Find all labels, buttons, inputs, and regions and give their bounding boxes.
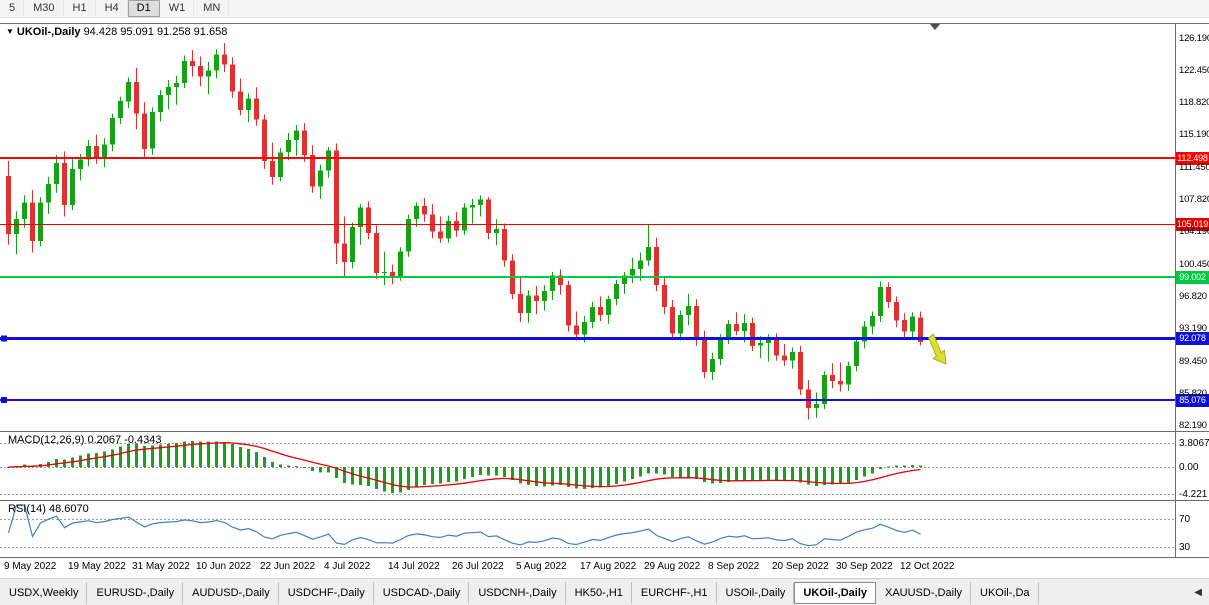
price-tag: 105.019 (1176, 218, 1209, 231)
price-axis-label: 104.190 (1179, 226, 1209, 237)
chart-objects (927, 24, 947, 365)
period-button-mn[interactable]: MN (194, 0, 230, 17)
tab-ukoil-da[interactable]: UKOil-,Da (971, 581, 1039, 604)
date-axis-label: 4 Jul 2022 (324, 561, 371, 572)
tab-usdx-weekly[interactable]: USDX,Weekly (0, 581, 88, 604)
price-tag: 92.078 (1176, 332, 1209, 345)
rsi-level-label: 30 (1179, 541, 1191, 553)
tab-scroll-left-button[interactable]: ◀ (1194, 587, 1202, 598)
chart-symbol-label: UKOil-,Daily (16, 26, 81, 38)
macd-axis-label: 0.00 (1179, 461, 1199, 473)
price-tag: 99.002 (1176, 270, 1209, 284)
date-axis-label: 30 Sep 2022 (836, 561, 893, 572)
period-button-m30[interactable]: M30 (24, 0, 64, 17)
price-axis-label: 89.450 (1179, 355, 1207, 367)
horizontal-lines (0, 157, 1175, 403)
rsi-level-label: 70 (1179, 513, 1191, 525)
price-axis-label: 115.190 (1179, 129, 1209, 141)
macd-pane (0, 441, 1175, 495)
period-button-w1[interactable]: W1 (160, 0, 195, 17)
macd-axis-label: 3.8067 (1179, 437, 1209, 449)
tab-usdcnh-daily[interactable]: USDCNH-,Daily (469, 581, 566, 604)
rsi-line (7, 504, 921, 547)
macd-indicator-label: MACD(12,26,9) 0.2067 -0.4343 (8, 434, 162, 446)
date-axis-label: 22 Jun 2022 (260, 561, 316, 572)
down-arrow-object[interactable] (927, 333, 947, 365)
date-axis-label: 9 May 2022 (4, 561, 57, 572)
price-tag: 85.076 (1176, 393, 1209, 407)
tab-eurusd-daily[interactable]: EURUSD-,Daily (87, 581, 184, 604)
tab-usdchf-daily[interactable]: USDCHF-,Daily (279, 581, 374, 604)
date-axis-label: 19 May 2022 (68, 561, 126, 572)
date-axis-label: 17 Aug 2022 (580, 561, 637, 572)
period-button-d1[interactable]: D1 (127, 0, 160, 17)
price-tag: 112.498 (1176, 151, 1209, 165)
price-axis-label: 118.820 (1179, 97, 1209, 109)
collapse-icon[interactable]: ▼ (6, 27, 14, 36)
date-axis-label: 31 May 2022 (132, 561, 190, 572)
hline-handle[interactable] (1, 397, 7, 403)
date-axis-label: 29 Aug 2022 (644, 561, 701, 572)
price-axis-label: 85.820 (1179, 387, 1207, 399)
rsi-indicator-label: RSI(14) 48.6070 (8, 503, 89, 515)
period-button-5[interactable]: 5 (0, 0, 25, 17)
price-axis-label: 93.190 (1179, 322, 1207, 334)
chart-tab-bar: USDX,Weekly EURUSD-,Daily AUDUSD-,Daily USD… (0, 578, 1209, 605)
tab-hk50-h1[interactable]: HK50-,H1 (566, 581, 632, 604)
date-axis-label: 5 Aug 2022 (516, 561, 567, 572)
tab-xauusd-daily[interactable]: XAUUSD-,Daily (876, 581, 972, 604)
price-axis-label: 122.450 (1179, 65, 1209, 77)
price-axis-label: 126.190 (1179, 32, 1209, 44)
hline-handle[interactable] (1, 335, 7, 342)
timeframe-toolbar: 5 M30 H1 H4 D1 W1 MN (0, 0, 1209, 18)
date-axis-label: 12 Oct 2022 (900, 561, 955, 572)
chart-ohlc-values: 94.428 95.091 91.258 91.658 (83, 26, 228, 38)
date-axis-label: 8 Sep 2022 (708, 561, 760, 572)
tab-usdcad-daily[interactable]: USDCAD-,Daily (374, 581, 470, 604)
price-axis-label: 107.820 (1179, 194, 1209, 206)
candlestick-series (6, 43, 923, 420)
date-axis-label: 26 Jul 2022 (452, 561, 504, 572)
price-axis-label: 96.820 (1179, 290, 1207, 302)
chart-shift-marker-icon[interactable] (930, 24, 940, 30)
tab-usoil-daily[interactable]: USOil-,Daily (717, 581, 795, 604)
macd-axis-label: -4.221 (1179, 488, 1208, 500)
period-button-h4[interactable]: H4 (96, 0, 128, 17)
rsi-pane (0, 504, 1175, 548)
price-axis-label: 100.450 (1179, 258, 1209, 270)
price-axis-label: 82.190 (1179, 419, 1207, 431)
tab-eurchf-h1[interactable]: EURCHF-,H1 (632, 581, 717, 604)
chart-title: ▼ UKOil-,Daily 94.428 95.091 91.258 91.65… (6, 26, 227, 38)
date-axis-label: 14 Jul 2022 (388, 561, 440, 572)
period-button-h1[interactable]: H1 (64, 0, 96, 17)
panel-frames (0, 23, 1209, 558)
tab-audusd-daily[interactable]: AUDUSD-,Daily (183, 581, 279, 604)
macd-signal-line (8, 442, 921, 488)
tab-ukoil-daily[interactable]: UKOil-,Daily (794, 581, 876, 604)
date-axis-label: 20 Sep 2022 (772, 561, 829, 572)
date-axis-label: 10 Jun 2022 (196, 561, 252, 572)
price-axis-label: 111.450 (1179, 162, 1209, 174)
